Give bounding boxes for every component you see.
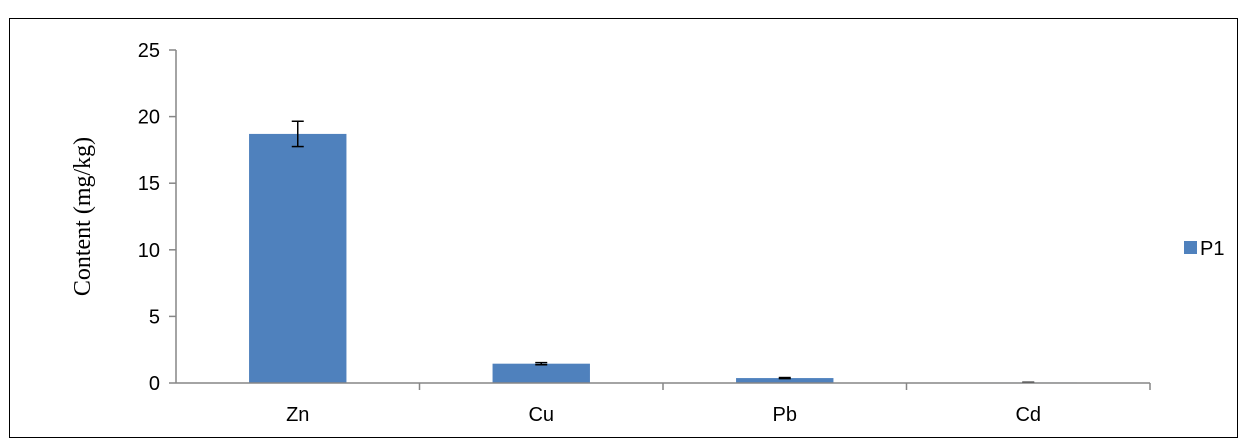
y-tick-label: 20 (138, 107, 160, 129)
legend-label: P1 (1200, 238, 1224, 260)
bar-zn (249, 134, 346, 383)
bar-cu (493, 364, 590, 383)
x-tick-label: Cd (1015, 404, 1041, 426)
x-axis-ticks: Zn Cu Pb Cd (286, 383, 1150, 426)
error-bar-cu (535, 363, 547, 365)
y-axis-label: Content (mg/kg) (70, 137, 96, 296)
x-tick-label: Cu (528, 404, 554, 426)
error-bar-pb (779, 378, 791, 379)
y-axis-ticks: 0 5 10 15 20 25 (138, 40, 176, 395)
y-tick-label: 15 (138, 173, 160, 195)
y-tick-label: 5 (149, 306, 160, 328)
x-tick-label: Pb (773, 404, 797, 426)
legend-swatch (1184, 241, 1197, 254)
y-tick-label: 10 (138, 240, 160, 262)
x-tick-label: Zn (286, 404, 309, 426)
bars (249, 121, 1077, 383)
y-tick-label: 25 (138, 40, 160, 62)
y-tick-label: 0 (149, 373, 160, 395)
legend: P1 (1184, 238, 1224, 260)
